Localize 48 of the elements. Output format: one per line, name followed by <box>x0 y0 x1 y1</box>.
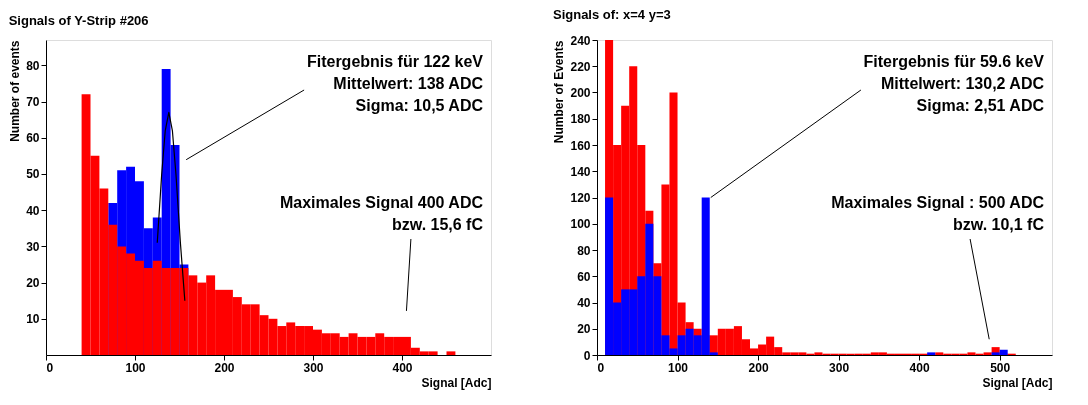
y-tick-label: 140 <box>570 164 591 179</box>
y-tick-label: 60 <box>26 131 40 146</box>
x-tick-label: 100 <box>125 360 146 375</box>
x-tick-label: 300 <box>303 360 324 375</box>
x-tick-label: 200 <box>214 360 235 375</box>
y-tick-label: 50 <box>26 167 40 182</box>
y-tick-label: 220 <box>570 59 591 74</box>
y-tick-label: 10 <box>26 312 40 327</box>
y-tick-label: 180 <box>570 112 591 127</box>
annotation: Sigma: 10,5 ADC <box>355 97 484 114</box>
annotation: Fitergebnis für 59.6 keV <box>863 53 1045 70</box>
y-tick-label: 80 <box>577 243 591 258</box>
x-tick-label: 200 <box>748 360 769 375</box>
annotation: Sigma: 2,51 ADC <box>916 97 1045 114</box>
chart-title: Signals of Y-Strip #206 <box>8 13 149 28</box>
y-axis-title: Number of Events <box>552 40 567 144</box>
annotation: Maximales Signal 400 ADC <box>279 194 484 211</box>
annotation: Maximales Signal : 500 ADC <box>831 194 1045 211</box>
annotation: Fitergebnis für 122 keV <box>306 53 484 70</box>
y-tick-label: 40 <box>577 296 591 310</box>
y-tick-label: 70 <box>26 95 40 110</box>
x-tick-label: 0 <box>597 360 605 375</box>
y-tick-label: 160 <box>570 138 591 153</box>
x-axis-title: Signal [Adc] <box>982 375 1053 390</box>
x-tick-label: 500 <box>990 360 1011 375</box>
y-tick-label: 200 <box>570 86 591 100</box>
x-tick-label: 100 <box>668 360 689 375</box>
y-tick-label: 120 <box>570 191 591 205</box>
annotation: Mittelwert: 138 ADC <box>333 75 484 92</box>
y-tick-label: 40 <box>26 203 40 218</box>
y-tick-label: 30 <box>26 239 40 254</box>
y-tick-label: 20 <box>26 276 40 291</box>
x-tick-label: 300 <box>829 360 850 375</box>
annotation: bzw. 15,6 fC <box>392 216 484 233</box>
y-tick-label: 80 <box>26 58 40 73</box>
x-tick-label: 400 <box>909 360 930 375</box>
chart-title: Signals of: x=4 y=3 <box>552 7 671 22</box>
annotation: Mittelwert: 130,2 ADC <box>881 75 1045 92</box>
y-tick-label: 240 <box>570 33 591 48</box>
y-tick-label: 100 <box>570 217 591 232</box>
x-tick-label: 400 <box>392 360 413 375</box>
x-tick-label: 0 <box>46 360 54 375</box>
y-tick-label: 0 <box>583 348 591 363</box>
y-tick-label: 20 <box>577 322 591 337</box>
x-axis-title: Signal [Adc] <box>421 375 492 390</box>
y-tick-label: 60 <box>577 269 591 284</box>
y-axis-title: Number of events <box>8 40 23 142</box>
annotation: bzw. 10,1 fC <box>953 216 1045 233</box>
